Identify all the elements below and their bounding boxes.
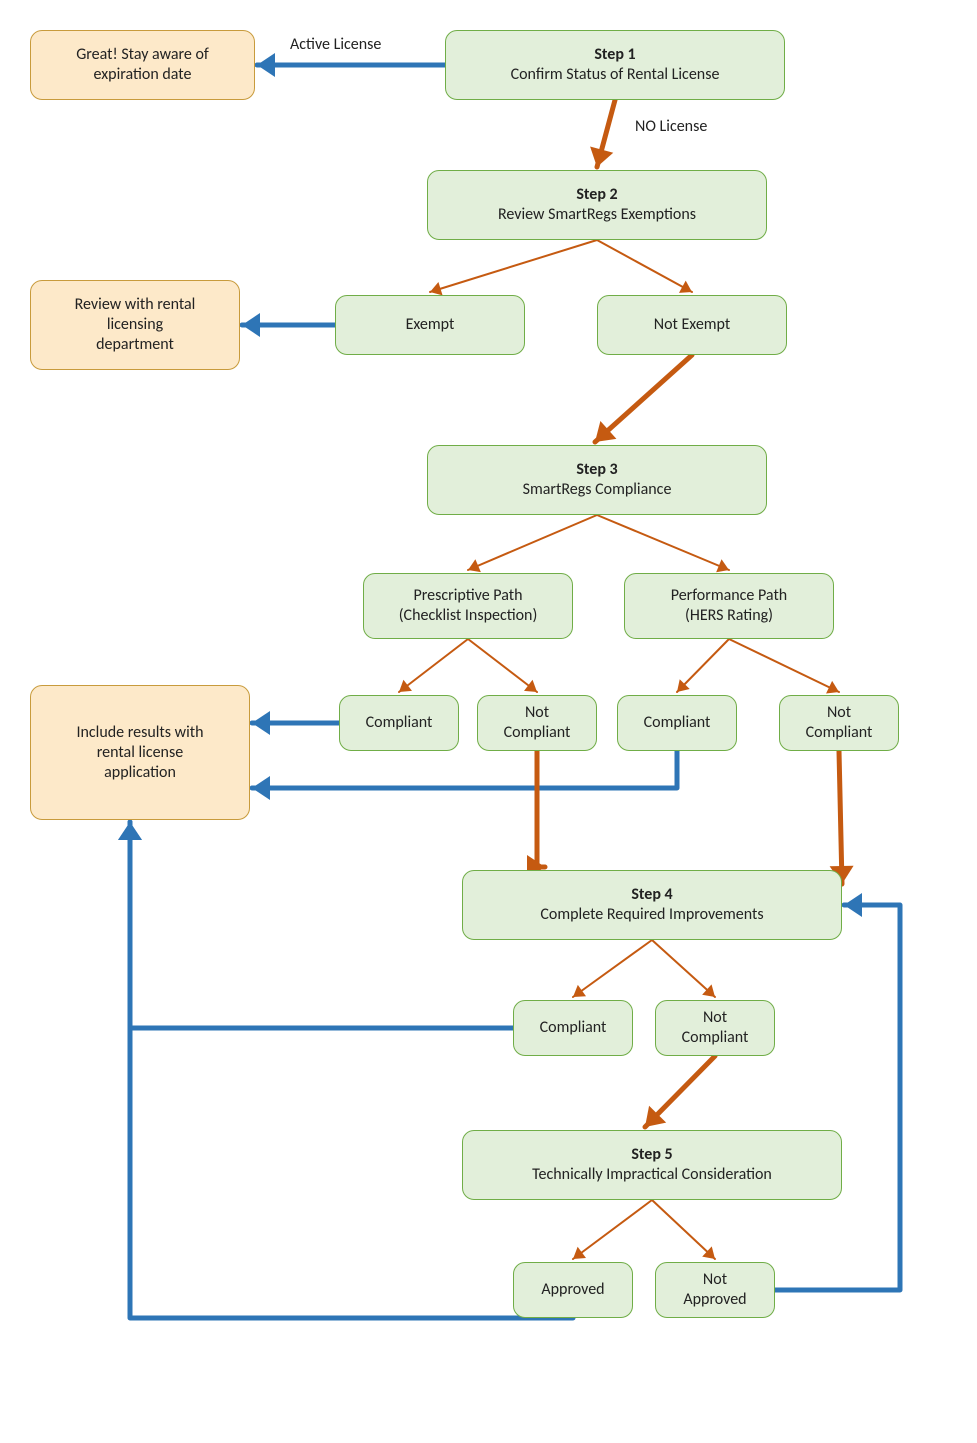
node-body: Technically Impractical Consideration xyxy=(532,1165,772,1185)
arrowhead-s4-nc xyxy=(702,984,715,997)
edge-s4c-tan3 xyxy=(130,822,513,1028)
node-perf: Performance Path(HERS Rating) xyxy=(624,573,834,639)
node-body: Exempt xyxy=(406,315,455,335)
node-step1: Step 1Confirm Status of Rental License xyxy=(445,30,785,100)
node-tan2: Review with rentallicensingdepartment xyxy=(30,280,240,370)
node-body: Prescriptive Path(Checklist Inspection) xyxy=(399,586,538,626)
node-body: Confirm Status of Rental License xyxy=(511,65,720,85)
edge-presc-c xyxy=(399,639,468,692)
arrowhead-perf-nc xyxy=(826,681,839,694)
edge-pfnc-s4 xyxy=(839,751,842,884)
node-s4_c: Compliant xyxy=(513,1000,633,1056)
arrowhead-s4nc-s5 xyxy=(645,1106,666,1127)
arrowhead-ex-tan2 xyxy=(242,313,260,337)
node-body: Compliant xyxy=(540,1018,607,1038)
edge-pnc-s4 xyxy=(537,751,545,867)
node-step2: Step 2Review SmartRegs Exemptions xyxy=(427,170,767,240)
node-body: Not Exempt xyxy=(654,315,731,335)
arrowhead-s3-presc xyxy=(468,559,481,572)
edge-s4nc-s5 xyxy=(645,1056,715,1127)
edge-s2-notex xyxy=(597,240,692,292)
node-body: Great! Stay aware ofexpiration date xyxy=(76,45,209,85)
node-title: Step 3 xyxy=(576,460,617,480)
edge-s4-c xyxy=(573,940,652,997)
arrowhead-s5-a xyxy=(573,1247,586,1259)
node-perf_c: Compliant xyxy=(617,695,737,751)
node-body: Include results withrental licenseapplic… xyxy=(76,723,203,783)
node-body: Approved xyxy=(541,1280,604,1300)
node-body: Review with rentallicensingdepartment xyxy=(75,295,196,355)
node-notexempt: Not Exempt xyxy=(597,295,787,355)
edge-s5-a xyxy=(573,1200,652,1259)
arrowhead-ne-s3 xyxy=(595,421,616,442)
edge-s3-perf xyxy=(597,515,729,570)
node-body: Review SmartRegs Exemptions xyxy=(498,205,696,225)
edge-perf-nc xyxy=(729,639,839,692)
node-perf_nc: NotCompliant xyxy=(779,695,899,751)
arrowhead-s5a-tan3 xyxy=(118,822,142,840)
node-presc: Prescriptive Path(Checklist Inspection) xyxy=(363,573,573,639)
node-s4_nc: NotCompliant xyxy=(655,1000,775,1056)
node-tan3: Include results withrental licenseapplic… xyxy=(30,685,250,820)
arrowhead-s5na-s4 xyxy=(844,893,862,917)
node-body: NotApproved xyxy=(683,1270,746,1310)
edge-s3-presc xyxy=(468,515,597,570)
arrowhead-s3-perf xyxy=(716,559,729,572)
arrowhead-presc-nc xyxy=(524,680,537,692)
node-title: Step 1 xyxy=(594,45,635,65)
node-body: Complete Required Improvements xyxy=(540,905,763,925)
edge-perf-c xyxy=(677,639,729,692)
edge-ne-s3 xyxy=(595,355,692,442)
edge-label-nolic: NO License xyxy=(635,117,707,136)
node-presc_c: Compliant xyxy=(339,695,459,751)
edge-s2-exempt xyxy=(430,240,597,292)
node-tan1: Great! Stay aware ofexpiration date xyxy=(30,30,255,100)
node-body: Compliant xyxy=(366,713,433,733)
arrowhead-perfc-tan3 xyxy=(252,776,270,800)
node-body: Performance Path(HERS Rating) xyxy=(671,586,787,626)
node-step4: Step 4Complete Required Improvements xyxy=(462,870,842,940)
arrowhead-s4c-tan3 xyxy=(118,822,142,840)
arrowhead-s4-c xyxy=(573,985,586,997)
edge-label-active: Active License xyxy=(290,35,381,54)
arrowhead-presc-c xyxy=(399,680,412,692)
edge-s5na-s4 xyxy=(775,905,900,1290)
node-title: Step 4 xyxy=(631,885,672,905)
edge-s5-na xyxy=(652,1200,715,1259)
arrowhead-pc-tan3 xyxy=(252,711,270,735)
node-body: NotCompliant xyxy=(806,703,873,743)
node-body: NotCompliant xyxy=(504,703,571,743)
node-title: Step 5 xyxy=(631,1145,672,1165)
arrowhead-s1-tan1 xyxy=(257,53,275,77)
edge-s1-s2 xyxy=(597,100,615,167)
arrowhead-perf-c xyxy=(677,679,690,692)
node-step5: Step 5Technically Impractical Considerat… xyxy=(462,1130,842,1200)
node-body: Compliant xyxy=(644,713,711,733)
node-exempt: Exempt xyxy=(335,295,525,355)
edge-perfc-tan3 xyxy=(252,751,677,788)
arrowhead-s5-na xyxy=(702,1246,715,1259)
node-s5_a: Approved xyxy=(513,1262,633,1318)
edge-presc-nc xyxy=(468,639,537,692)
arrowhead-s1-s2 xyxy=(590,147,613,167)
node-title: Step 2 xyxy=(576,185,617,205)
node-body: SmartRegs Compliance xyxy=(523,480,672,500)
edge-s4-nc xyxy=(652,940,715,997)
node-presc_nc: NotCompliant xyxy=(477,695,597,751)
arrowhead-s2-exempt xyxy=(430,282,443,295)
node-body: NotCompliant xyxy=(682,1008,749,1048)
flowchart-canvas: Step 1Confirm Status of Rental LicenseSt… xyxy=(0,0,977,1443)
node-s5_na: NotApproved xyxy=(655,1262,775,1318)
arrowhead-s2-notex xyxy=(679,281,692,293)
node-step3: Step 3SmartRegs Compliance xyxy=(427,445,767,515)
